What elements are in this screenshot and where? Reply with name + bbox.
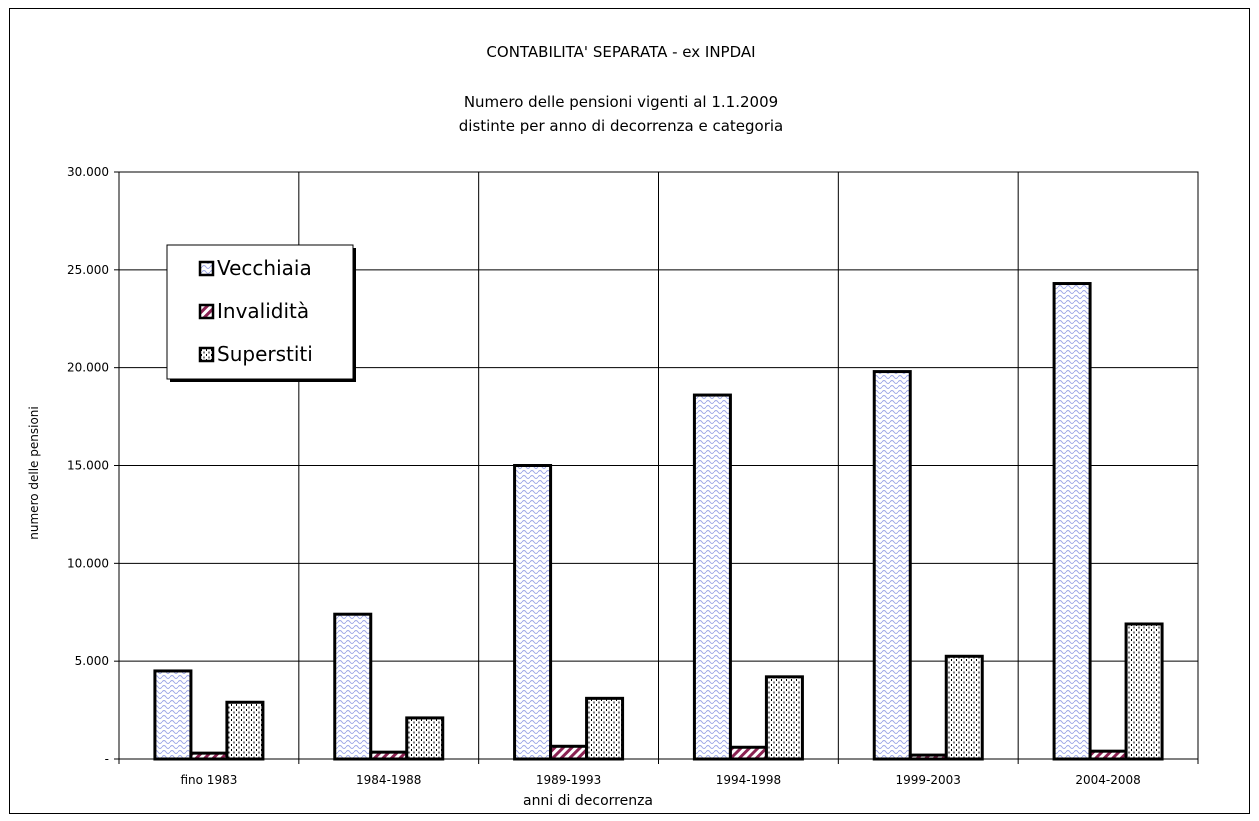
legend-label: Superstiti bbox=[217, 342, 313, 366]
bar-dotted-4 bbox=[944, 654, 984, 761]
y-tick-label: 30.000 bbox=[67, 165, 109, 179]
chart-svg: CONTABILITA' SEPARATA - ex INPDAI Numero… bbox=[27, 43, 1199, 809]
bar-dotted-5 bbox=[1124, 622, 1164, 761]
x-tick-label: 1989-1993 bbox=[536, 773, 601, 787]
bar-wavy-0 bbox=[153, 669, 193, 761]
y-axis-label: numero delle pensioni bbox=[27, 406, 41, 539]
bar-dotted-2 bbox=[585, 696, 625, 761]
bar-diagonal-1 bbox=[369, 750, 409, 761]
legend: Vecchiaia Invalidità Superstiti bbox=[166, 244, 356, 382]
chart-container: CONTABILITA' SEPARATA - ex INPDAI Numero… bbox=[9, 8, 1250, 814]
x-axis-label: anni di decorrenza bbox=[523, 793, 653, 809]
bar-diagonal-2 bbox=[549, 744, 589, 761]
bar-dotted-0 bbox=[225, 700, 265, 761]
x-tick-label: 2004-2008 bbox=[1075, 773, 1140, 787]
y-tick-label: 10.000 bbox=[67, 556, 109, 570]
x-tick-label: fino 1983 bbox=[180, 773, 237, 787]
y-tick-label: 15.000 bbox=[67, 459, 109, 473]
legend-label: Invalidità bbox=[217, 299, 309, 323]
legend-swatch-wavy bbox=[198, 260, 215, 277]
bar-dotted-3 bbox=[764, 675, 804, 761]
bar-wavy-3 bbox=[692, 393, 732, 761]
x-tick-label: 1999-2003 bbox=[896, 773, 961, 787]
bar-wavy-4 bbox=[872, 370, 912, 761]
bar-diagonal-0 bbox=[189, 751, 229, 761]
bar-diagonal-4 bbox=[908, 753, 948, 761]
y-tick-label: 5.000 bbox=[75, 654, 109, 668]
y-tick-label: - bbox=[105, 752, 109, 766]
bar-wavy-5 bbox=[1052, 282, 1092, 761]
bar-wavy-1 bbox=[333, 612, 373, 761]
chart-subtitle-line-1: Numero delle pensioni vigenti al 1.1.200… bbox=[464, 93, 778, 111]
legend-box bbox=[166, 244, 354, 380]
bar-dotted-1 bbox=[405, 716, 445, 761]
x-tick-label: 1984-1988 bbox=[356, 773, 421, 787]
legend-swatch-diagonal bbox=[198, 303, 215, 320]
bar-diagonal-3 bbox=[728, 745, 768, 761]
x-tick-label: 1994-1998 bbox=[716, 773, 781, 787]
y-tick-label: 25.000 bbox=[67, 263, 109, 277]
y-tick-label: 20.000 bbox=[67, 361, 109, 375]
legend-swatch-dotted bbox=[198, 346, 215, 363]
bar-diagonal-5 bbox=[1088, 749, 1128, 761]
legend-label: Vecchiaia bbox=[217, 256, 312, 280]
bar-wavy-2 bbox=[513, 464, 553, 761]
chart-title: CONTABILITA' SEPARATA - ex INPDAI bbox=[486, 43, 755, 61]
chart-subtitle-line-2: distinte per anno di decorrenza e catego… bbox=[459, 117, 784, 135]
